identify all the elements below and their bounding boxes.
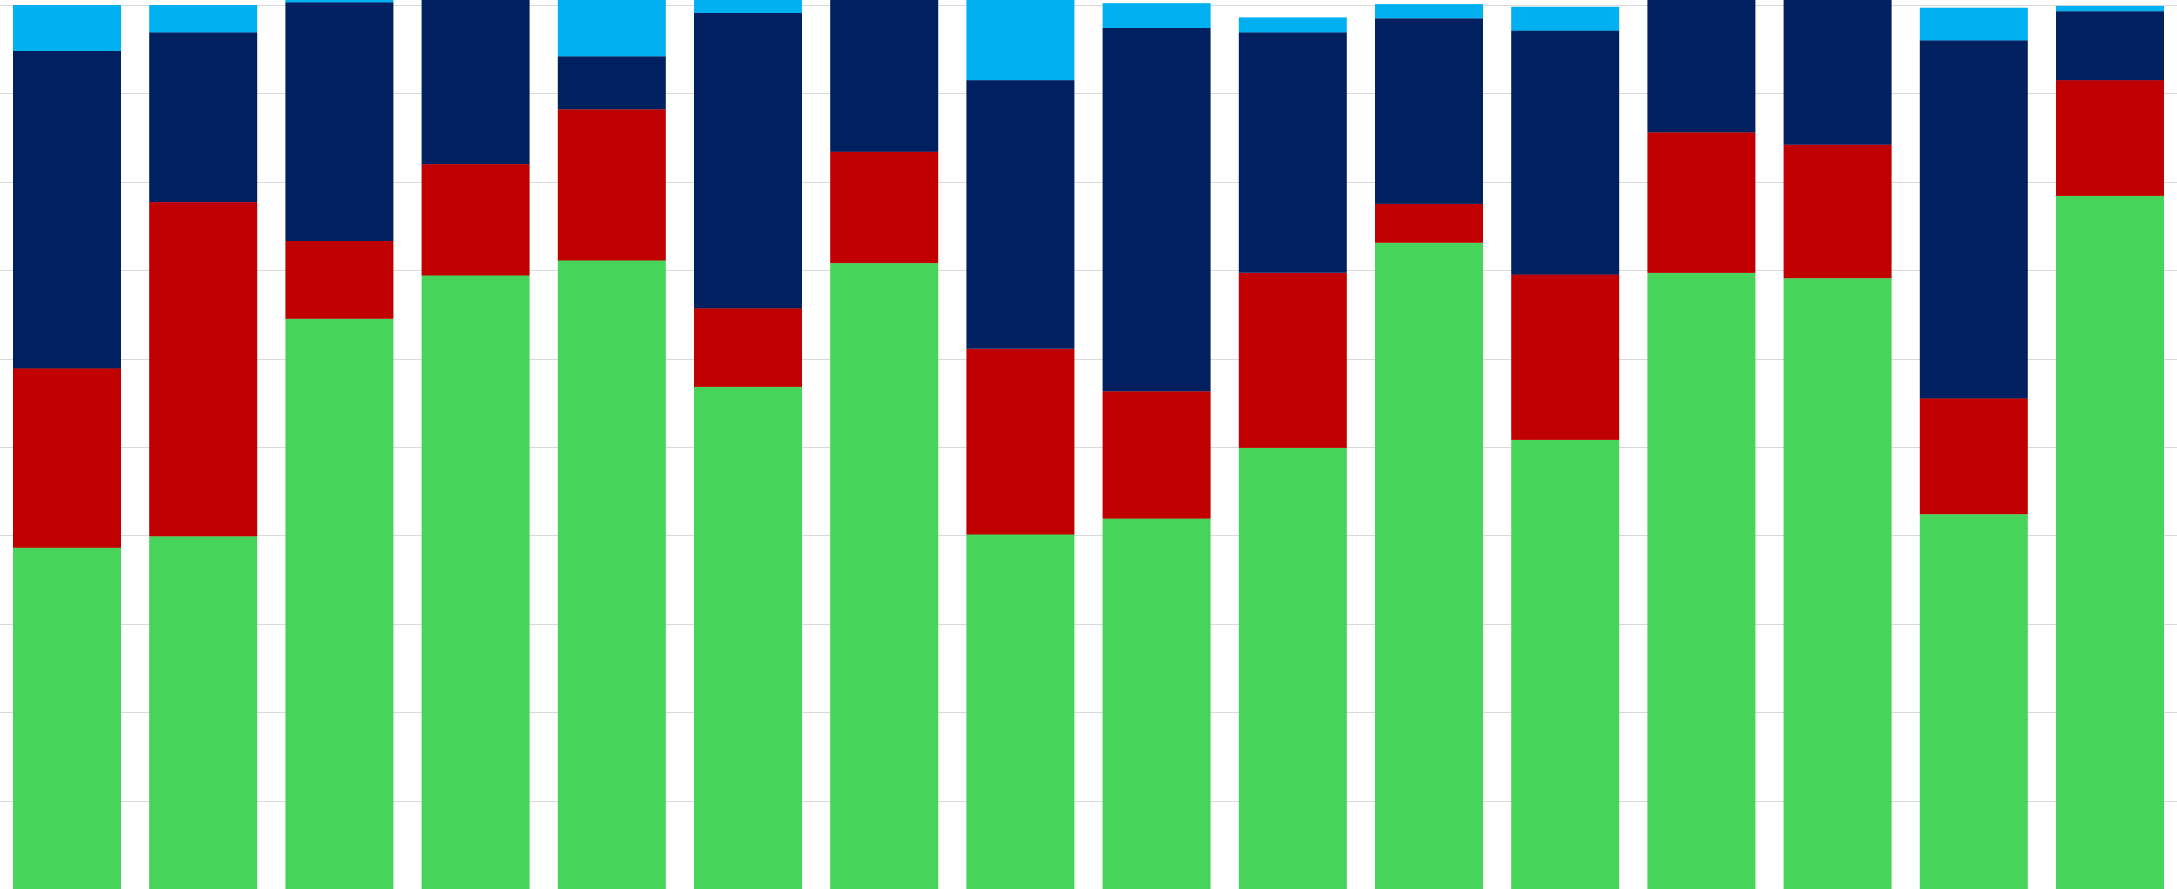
bar-segment-6-series-4 — [694, 0, 802, 13]
bar-stack-3 — [285, 0, 394, 889]
bar-stack-7 — [830, 0, 939, 889]
bar-segment-4-series-1 — [421, 275, 530, 889]
bar-segment-7-series-2 — [830, 151, 939, 264]
bar-stack-14 — [1783, 0, 1892, 889]
bar-segment-13-series-3 — [1647, 0, 1756, 133]
bar-segment-10-series-1 — [1238, 447, 1347, 889]
bar-stack-8 — [966, 0, 1075, 889]
bar-segment-3-series-3 — [285, 2, 394, 241]
bar-segment-9-series-1 — [1102, 518, 1211, 889]
bar-segment-15-series-1 — [1919, 514, 2028, 889]
bar-segment-5-series-2 — [557, 109, 666, 261]
bar-segment-6-series-2 — [694, 308, 802, 387]
bar-segment-1-series-3 — [13, 51, 121, 369]
bar-segment-11-series-4 — [1375, 4, 1483, 19]
bar-segment-16-series-2 — [2056, 80, 2164, 196]
bar-segment-13-series-2 — [1647, 132, 1756, 273]
bar-segment-8-series-2 — [966, 348, 1075, 535]
bar-segment-7-series-3 — [830, 0, 939, 152]
bar-segment-16-series-4 — [2056, 5, 2164, 12]
bar-segment-2-series-2 — [149, 202, 258, 537]
bar-stack-12 — [1511, 6, 1620, 889]
bar-segment-5-series-3 — [557, 56, 666, 110]
bar-segment-8-series-4 — [966, 0, 1075, 81]
bar-segment-16-series-3 — [2056, 11, 2164, 81]
bar-stack-16 — [2056, 5, 2164, 889]
bar-segment-14-series-2 — [1783, 144, 1892, 279]
bar-segment-10-series-2 — [1238, 272, 1347, 448]
bar-segment-13-series-1 — [1647, 272, 1756, 889]
bar-segment-14-series-3 — [1783, 0, 1892, 145]
bar-stack-11 — [1375, 4, 1483, 889]
bar-segment-9-series-2 — [1102, 391, 1211, 519]
bar-stack-5 — [557, 0, 666, 889]
bar-segment-5-series-4 — [557, 0, 666, 57]
bar-stack-15 — [1919, 7, 2028, 889]
bar-segment-2-series-1 — [149, 536, 258, 889]
bar-segment-3-series-4 — [285, 0, 394, 3]
bar-segment-12-series-3 — [1511, 30, 1620, 275]
bar-segment-12-series-4 — [1511, 6, 1620, 31]
bar-segment-9-series-3 — [1102, 28, 1211, 392]
bar-stack-6 — [694, 0, 802, 889]
bar-segment-1-series-4 — [13, 5, 121, 51]
bar-segment-8-series-1 — [966, 534, 1075, 889]
bar-segment-15-series-4 — [1919, 7, 2028, 41]
bar-segment-3-series-1 — [285, 318, 394, 889]
bar-segment-1-series-1 — [13, 547, 121, 889]
bar-segment-8-series-3 — [966, 80, 1075, 349]
bar-stack-10 — [1238, 17, 1347, 889]
bar-segment-5-series-1 — [557, 260, 666, 889]
bar-segment-15-series-3 — [1919, 40, 2028, 399]
bar-segment-15-series-2 — [1919, 398, 2028, 515]
bar-segment-16-series-1 — [2056, 195, 2164, 889]
bar-segment-4-series-3 — [421, 0, 530, 165]
bar-segment-10-series-4 — [1238, 17, 1347, 33]
bar-stack-2 — [149, 5, 258, 889]
bar-segment-12-series-1 — [1511, 439, 1620, 889]
bar-segment-2-series-4 — [149, 5, 258, 33]
bar-stack-1 — [13, 5, 121, 889]
bar-segment-4-series-2 — [421, 164, 530, 276]
bar-segment-9-series-4 — [1102, 3, 1211, 28]
bar-segment-2-series-3 — [149, 32, 258, 203]
bar-segment-10-series-3 — [1238, 32, 1347, 273]
bar-segment-11-series-1 — [1375, 242, 1483, 889]
bar-segment-3-series-2 — [285, 241, 394, 319]
bar-stack-13 — [1647, 0, 1756, 889]
bar-segment-1-series-2 — [13, 368, 121, 548]
bar-segment-11-series-3 — [1375, 18, 1483, 204]
bars — [13, 0, 2164, 889]
bar-stack-9 — [1102, 3, 1211, 889]
bar-segment-6-series-3 — [694, 13, 802, 309]
bar-segment-7-series-1 — [830, 263, 939, 889]
bar-segment-12-series-2 — [1511, 274, 1620, 440]
bar-segment-11-series-2 — [1375, 203, 1483, 243]
bar-stack-4 — [421, 0, 530, 889]
bar-segment-14-series-1 — [1783, 278, 1892, 889]
bar-segment-6-series-1 — [694, 386, 802, 889]
